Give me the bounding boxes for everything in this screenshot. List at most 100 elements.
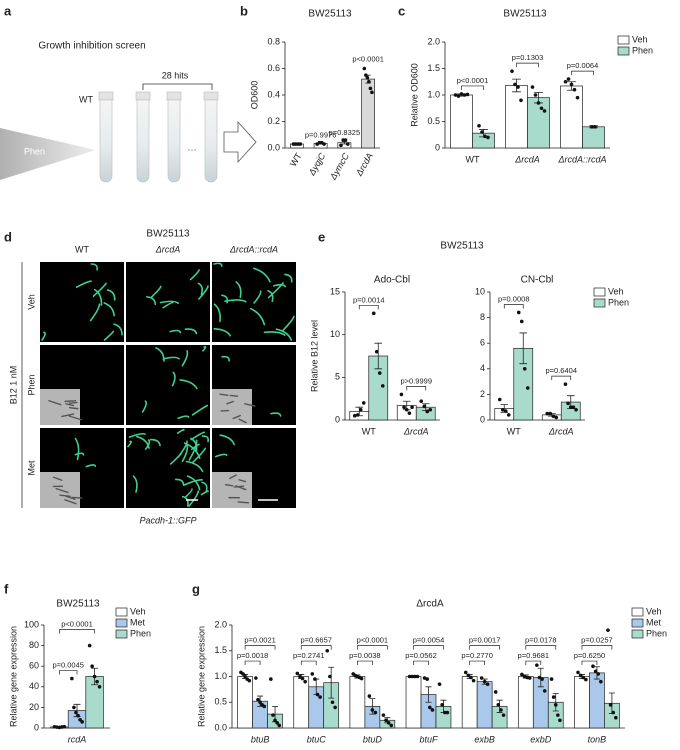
panel-label: f [4,581,9,596]
data-point [343,138,348,142]
y-tick-label: 0 [335,414,340,424]
data-point [542,109,547,113]
bacterium [144,439,151,450]
bacterium [159,300,180,304]
bacterium [282,315,295,331]
data-point [373,710,378,715]
legend-label: Phen [632,45,653,55]
bar [237,676,253,729]
column-label: ΔrcdA::rcdA [229,244,278,254]
data-point [606,628,610,632]
p-value: p<0.0001 [357,636,389,645]
data-point [480,130,484,134]
p-value: p<0.0001 [352,54,384,63]
bacterium [132,475,138,493]
significance-bracket [551,375,572,381]
x-tick-label: ΔymcC [327,151,351,182]
bacterium [275,328,293,341]
data-point [593,125,597,129]
error-bar [519,332,528,365]
data-point [399,392,404,397]
p-value: p=0.0045 [52,661,84,670]
p-value: p=0.9681 [518,651,550,660]
y-tick-label: 20 [29,702,39,712]
bacterium [214,453,228,458]
y-tick-label: 80 [29,640,39,650]
p-value: p=0.0038 [349,651,381,660]
y-tick-label: 2.0 [214,619,227,629]
legend-swatch [631,618,644,628]
significance-bracket [358,304,379,310]
bacterium [74,437,80,461]
data-point [407,411,412,415]
chart-title: BW25113 [308,9,352,20]
data-point [578,673,583,678]
data-point [549,677,554,681]
data-point [370,708,375,712]
bacterium [162,356,180,360]
data-point [576,670,580,675]
data-point [499,708,503,712]
bar [461,676,478,729]
significance-bracket [516,62,539,68]
bacterium [263,331,286,336]
bacterium [162,301,174,309]
bacterium [85,464,97,468]
data-point [404,407,409,412]
bar [582,126,605,149]
data-point [298,142,303,146]
data-point [371,311,376,316]
x-tick-label: ΔrcdA [514,154,540,164]
y-axis-label: Relative gene expression [8,626,18,727]
inset-cell [229,394,239,397]
bacterium [179,379,198,390]
bacterium [181,443,189,463]
p-value: p>0.9999 [401,376,433,385]
data-point [445,710,450,715]
data-point [596,672,601,676]
data-point [62,724,67,729]
data-point [516,310,521,315]
data-point [614,715,618,720]
inset-cell [244,403,256,407]
y-axis-label: Relative B12 level [309,320,319,392]
significance-bracket [525,645,557,650]
x-tick-label: WT [466,154,480,164]
data-point [262,704,267,709]
data-point [90,664,94,668]
data-point [539,106,544,111]
data-point [402,405,406,410]
legend-swatch [593,287,606,297]
data-point [407,674,412,679]
significance-bracket [503,304,524,309]
data-point [70,676,74,681]
data-point [243,674,247,679]
inset-cell [65,495,76,500]
bar [517,676,534,729]
data-point [566,77,571,81]
legend-swatch [115,607,128,617]
legend-swatch [593,298,606,308]
data-point [422,404,427,409]
bacterium [176,428,185,434]
data-point [442,710,447,715]
data-point [80,720,84,724]
bacterium [253,290,262,304]
bacterium [89,303,101,322]
bacterium [145,296,157,306]
legend-swatch [115,618,128,628]
y-tick-label: 1.0 [214,671,227,681]
inset-cell [71,496,83,499]
panel-label: e [318,229,325,244]
p-value: p=0.0562 [405,651,437,660]
row-label: Veh [26,294,36,310]
bacterium [74,452,85,456]
bacterium [177,415,190,420]
inset-cell [59,494,71,497]
bacterium [106,289,116,301]
significance-bracket [469,660,485,666]
panel-label: c [398,3,405,18]
bacterium [197,282,203,296]
data-point [359,676,364,681]
panel-d-title: BW25113 [146,229,190,240]
